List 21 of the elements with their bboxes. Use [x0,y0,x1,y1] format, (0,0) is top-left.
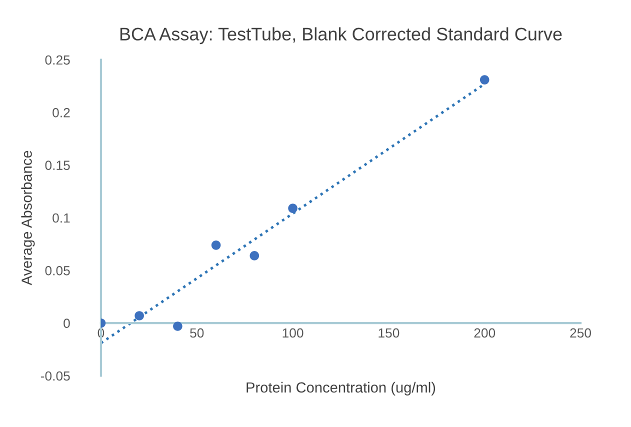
x-tick-label: 50 [190,328,204,338]
y-tick-label: 0.05 [45,266,70,276]
y-tick-label: -0.05 [40,371,70,381]
point [250,251,260,260]
y-tick-label: 0.25 [45,55,70,65]
y-tick-label: 0.2 [52,108,70,118]
x-tick-label: 250 [570,328,592,338]
point [211,240,221,250]
x-tick-label: 150 [378,328,400,338]
y-tick-label: 0 [64,318,70,328]
y-tick-label: 0.15 [45,160,70,170]
x-axis-title: Protein Concentration (ug/ml) [246,382,436,396]
point [134,311,144,320]
x-tick-label: 100 [282,328,304,338]
chart-title: BCA Assay: TestTube, Blank Corrected Standard Curve [120,27,562,44]
point [173,322,182,331]
y-tick-label: 0.1 [52,213,70,223]
point [480,75,490,84]
y-axis-title: Average Absorbance [21,150,35,286]
point [288,204,298,213]
x-tick-label: 200 [474,328,496,338]
